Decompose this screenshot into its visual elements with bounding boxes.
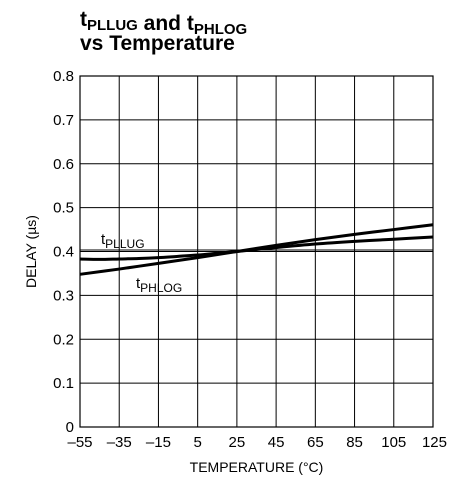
series-line-pllug — [79, 235, 434, 261]
title-subscript: PLLUG — [87, 17, 138, 34]
chart-grid — [80, 76, 433, 427]
y-tick-label: 0.2 — [53, 331, 74, 348]
title-subscript: PHLOG — [194, 21, 247, 38]
plot-frame — [79, 75, 434, 428]
x-tick-label: –55 — [67, 434, 92, 451]
x-tick-label: 45 — [268, 434, 285, 451]
y-tick-label: 0 — [66, 419, 74, 436]
title-line-1: tPLLUG and tPHLOG — [80, 8, 247, 38]
x-tick-label: 25 — [229, 434, 246, 451]
x-tick-label: 5 — [193, 434, 201, 451]
x-tick-labels: –55 –35 –15 5 25 45 65 85 105 125 — [67, 434, 447, 451]
y-tick-label: 0.7 — [53, 112, 74, 129]
y-tick-label: 0.4 — [53, 244, 74, 261]
y-tick-label: 0.3 — [53, 287, 74, 304]
series-line-phlog — [79, 223, 434, 276]
title-symbol: t — [80, 8, 87, 31]
y-tick-label: 0.6 — [53, 156, 74, 173]
y-tick-label: 0.5 — [53, 200, 74, 217]
x-tick-label: 105 — [381, 434, 406, 451]
chart-series — [79, 223, 434, 276]
series-label-symbol: t — [136, 275, 141, 292]
title-line-2: vs Temperature — [80, 32, 235, 55]
x-tick-label: 125 — [422, 434, 447, 451]
x-tick-label: 85 — [346, 434, 363, 451]
series-label-subscript: PLLUG — [105, 237, 144, 251]
series-label-phlog: tPHLOG — [136, 275, 182, 295]
x-axis-label: TEMPERATURE (°C) — [190, 459, 324, 475]
y-tick-label: 0.1 — [53, 375, 74, 392]
y-tick-labels: 0 0.1 0.2 0.3 0.4 0.5 0.6 0.7 0.8 — [53, 68, 74, 436]
y-tick-label: 0.8 — [53, 68, 74, 85]
x-tick-label: –15 — [146, 434, 171, 451]
title-text: and — [138, 12, 187, 35]
y-axis-label: DELAY (µs) — [23, 215, 39, 288]
x-tick-label: 65 — [307, 434, 324, 451]
x-tick-label: –35 — [107, 434, 132, 451]
series-label-symbol: t — [101, 231, 106, 248]
title-symbol: t — [187, 12, 194, 35]
series-label-subscript: PHLOG — [140, 281, 182, 295]
series-label-pllug: tPLLUG — [101, 231, 145, 251]
